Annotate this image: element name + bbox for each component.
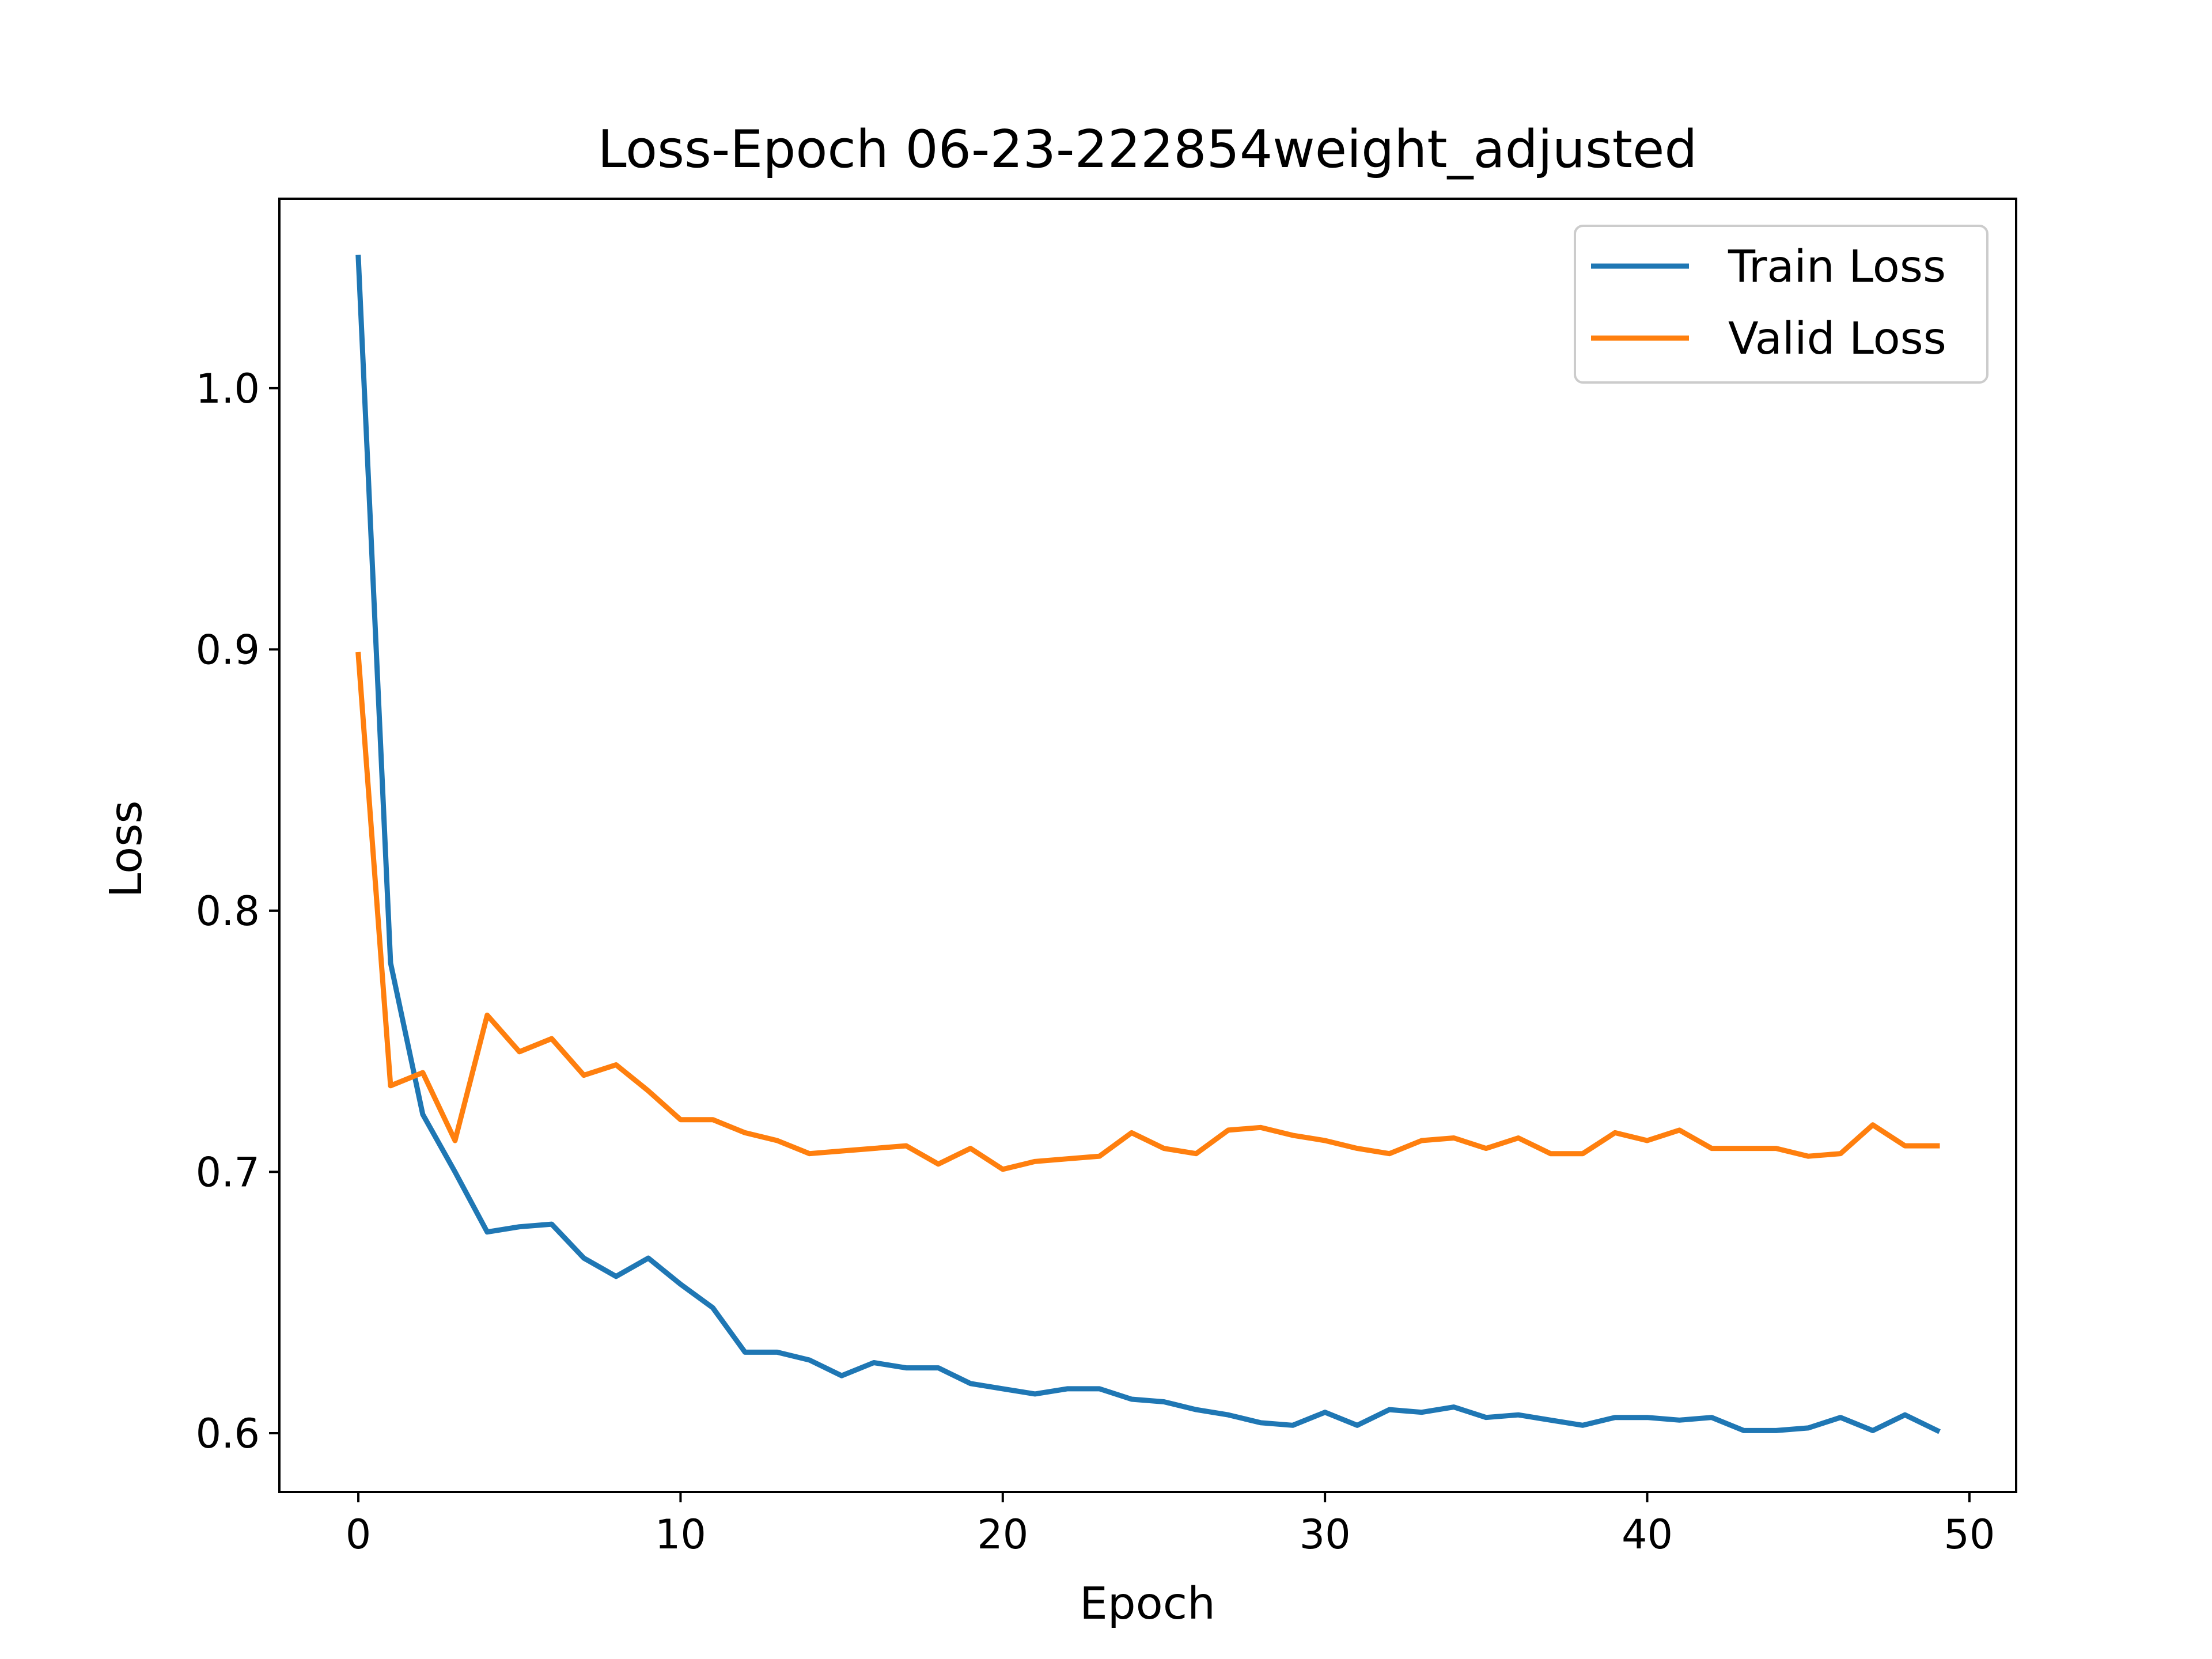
- legend-label: Valid Loss: [1728, 313, 1946, 365]
- y-tick-label: 0.9: [196, 626, 260, 673]
- series-line-valid-loss: [355, 652, 1940, 1172]
- series-lines: [355, 255, 1941, 1434]
- chart-title: Loss-Epoch 06-23-222854weight_adjusted: [597, 119, 1697, 180]
- plot-frame: [278, 198, 2017, 1493]
- axes: 0 10 20 30 40 50 0.6 0.7 0.8 0.9 1.0: [196, 198, 2017, 1558]
- series-line-train-loss: [355, 255, 1941, 1434]
- x-tick-label: 30: [1300, 1511, 1351, 1558]
- y-axis-label: Loss: [101, 801, 152, 898]
- x-tick-label: 50: [1944, 1511, 1995, 1558]
- legend: Train Loss Valid Loss: [1574, 225, 1988, 384]
- x-axis-label: Epoch: [1080, 1578, 1215, 1630]
- y-tick-label: 0.8: [196, 888, 260, 935]
- x-tick-label: 10: [655, 1511, 706, 1558]
- x-tick-label: 0: [346, 1511, 372, 1558]
- x-tick-label: 40: [1622, 1511, 1673, 1558]
- x-tick-label: 20: [977, 1511, 1028, 1558]
- y-tick-label: 0.6: [196, 1410, 260, 1457]
- y-tick-label: 1.0: [196, 365, 260, 412]
- y-tick-label: 0.7: [196, 1149, 260, 1196]
- legend-label: Train Loss: [1728, 241, 1946, 293]
